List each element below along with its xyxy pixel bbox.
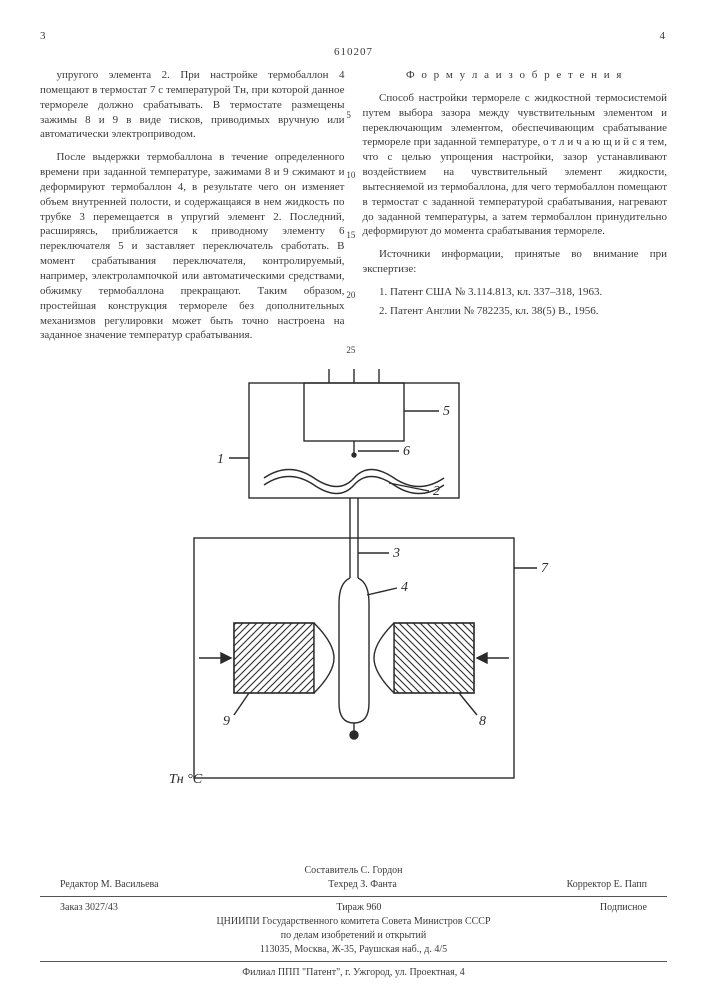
text-columns: упругого элемента 2. При настройке термо… (40, 68, 667, 351)
addr: 113035, Москва, Ж-35, Раушская наб., д. … (40, 943, 667, 957)
branch: Филиал ППП "Патент", г. Ужгород, ул. Про… (40, 966, 667, 980)
ref-2: 2. Патент Англии № 782235, кл. 38(5) B.,… (363, 304, 668, 319)
tirazh: Тираж 960 (336, 901, 381, 915)
label-3: 3 (392, 546, 400, 561)
figure: 1 2 3 4 5 6 7 8 9 Tн °C (139, 363, 569, 803)
page-num-right: 4 (660, 30, 668, 42)
label-5: 5 (443, 404, 450, 419)
line-num-20: 20 (346, 290, 355, 300)
org1: ЦНИИПИ Государственного комитета Совета … (40, 915, 667, 929)
para-2: После выдержки термобаллона в течение оп… (40, 150, 345, 343)
org2: по делам изобретений и открытий (40, 929, 667, 943)
techred: Техред З. Фанта (328, 878, 397, 892)
ref-1: 1. Патент США № 3.114.813, кл. 337–318, … (363, 285, 668, 300)
corrector: Корректор Е. Папп (567, 878, 647, 892)
right-column: Ф о р м у л а и з о б р е т е н и я Спос… (363, 68, 668, 351)
line-num-5: 5 (346, 110, 351, 120)
label-6: 6 (403, 444, 410, 459)
para-1: упругого элемента 2. При настройке термо… (40, 68, 345, 142)
label-2: 2 (433, 484, 440, 499)
compiler: Составитель С. Гордон (40, 864, 667, 878)
left-column: упругого элемента 2. При настройке термо… (40, 68, 345, 351)
footer: Составитель С. Гордон Редактор М. Василь… (40, 864, 667, 980)
label-4: 4 (401, 580, 408, 595)
editor: Редактор М. Васильева (60, 878, 159, 892)
doc-number: 610207 (40, 46, 667, 58)
page-num-left: 3 (40, 30, 48, 42)
claim-text: Способ настройки термореле с жидкостной … (363, 91, 668, 239)
line-num-25: 25 (346, 345, 355, 355)
refs-intro: Источники информации, принятые во вниман… (363, 247, 668, 277)
temp-label: Tн °C (169, 772, 203, 787)
line-num-10: 10 (346, 170, 355, 180)
order: Заказ 3027/43 (60, 901, 118, 915)
formula-title: Ф о р м у л а и з о б р е т е н и я (363, 68, 668, 83)
diagram-svg: 1 2 3 4 5 6 7 8 9 Tн °C (139, 363, 569, 803)
label-7: 7 (541, 561, 549, 576)
label-9: 9 (223, 714, 230, 729)
signed: Подписное (600, 901, 647, 915)
line-num-15: 15 (346, 230, 355, 240)
label-1: 1 (217, 452, 224, 467)
label-8: 8 (479, 714, 486, 729)
